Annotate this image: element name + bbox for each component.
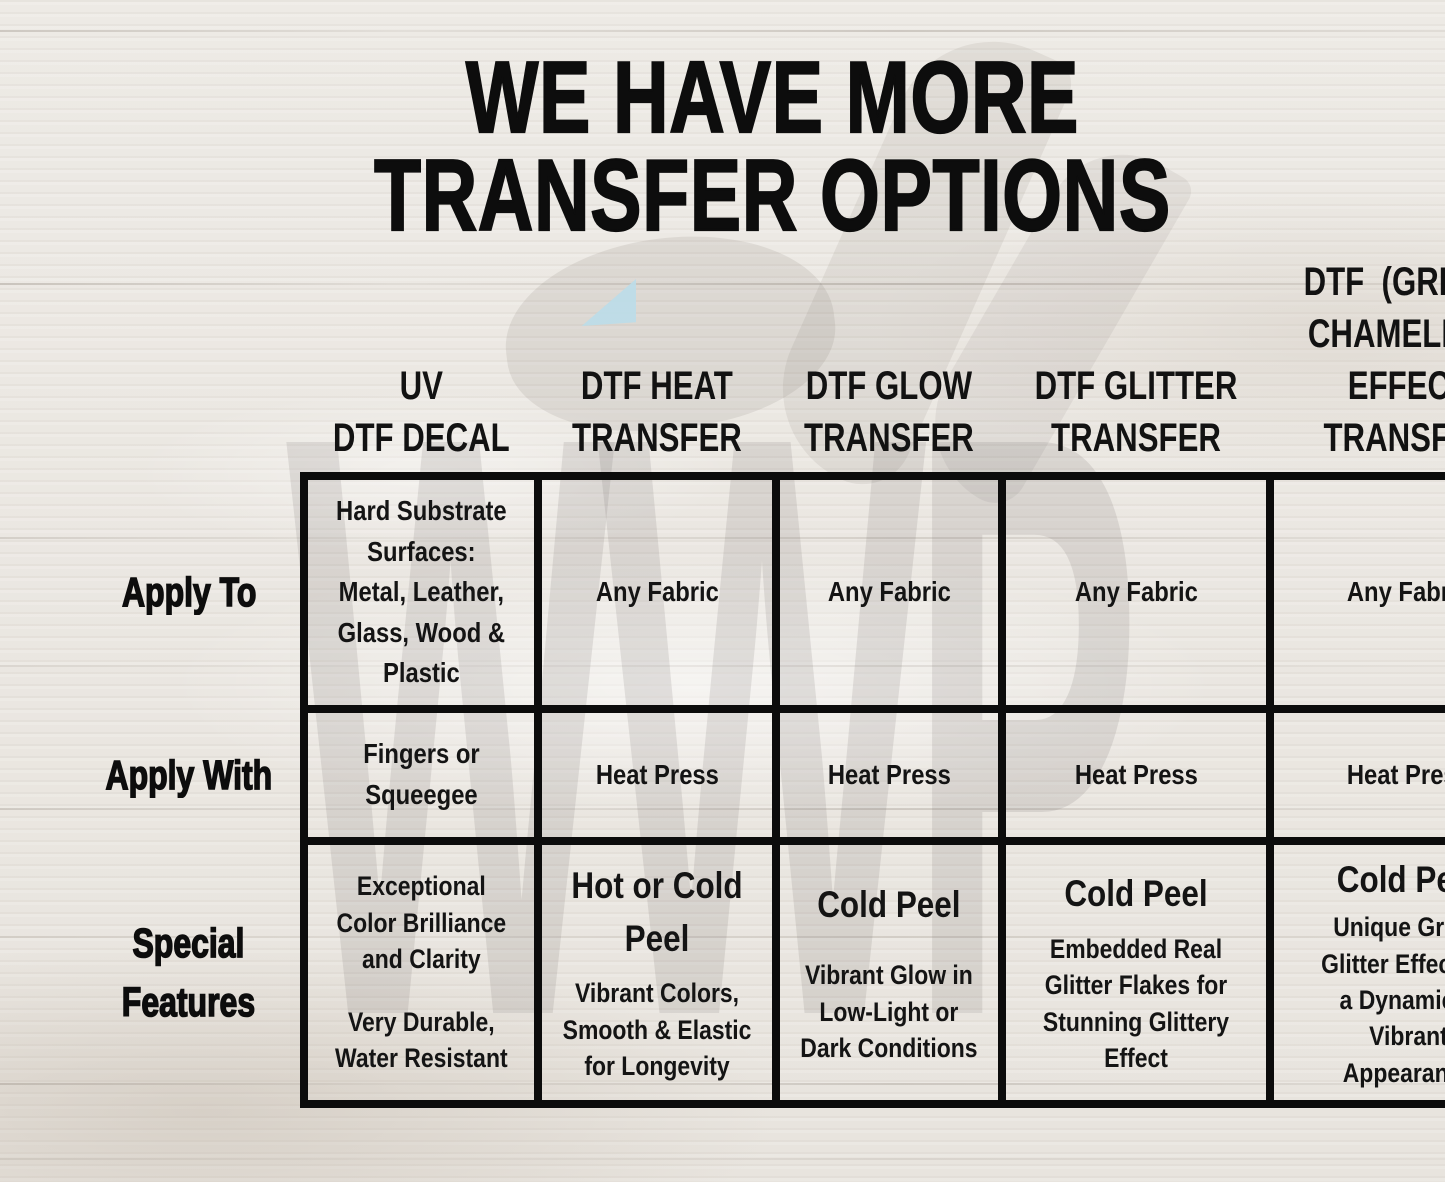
feature-text: Exceptional Color Brilliance and Clarity — [336, 871, 506, 975]
cell-features-uv-dtf: Exceptional Color Brilliance and Clarity… — [299, 837, 543, 1108]
row-label-special-features: Special Features — [122, 919, 257, 1025]
feature-heading: Hot or Cold Peel — [571, 865, 743, 959]
column-header-uv-dtf-decal: UV DTF DECAL — [332, 364, 510, 460]
cell-apply-with-chameleon: Heat Press — [1266, 705, 1445, 845]
row-label-apply-to: Apply To — [121, 569, 257, 617]
plank-seam — [0, 1158, 1445, 1160]
row-label-apply-with: Apply With — [105, 751, 273, 799]
cell-features-chameleon: Cold Peel Unique Green Glitter Effect fo… — [1266, 837, 1445, 1108]
row-apply-to: Apply To Hard Substrate Surfaces: Metal,… — [78, 472, 1445, 713]
cell-apply-to-glow: Any Fabric — [772, 472, 1007, 713]
column-header-dtf-chameleon: DTF (GREEN) CHAMELEON EFFECT TRANSFER — [1303, 260, 1445, 460]
feature-text: Vibrant Glow in Low-Light or Dark Condit… — [800, 960, 978, 1063]
cell-apply-with-heat: Heat Press — [534, 705, 781, 845]
row-apply-with: Apply With Fingers or Squeegee Heat Pres… — [78, 705, 1445, 845]
plank-seam — [0, 30, 1445, 32]
corner-spacer — [78, 248, 304, 476]
cell-apply-to-heat: Any Fabric — [534, 472, 781, 713]
feature-text: Unique Green Glitter Effect for a Dynami… — [1321, 912, 1445, 1088]
page-title: WE HAVE MORE TRANSFER OPTIONS — [100, 42, 1445, 252]
cell-apply-with-uv-dtf: Fingers or Squeegee — [299, 705, 543, 845]
feature-heading: Cold Peel — [1336, 858, 1445, 900]
feature-heading: Cold Peel — [1064, 873, 1208, 915]
comparison-table: UV DTF DECAL DTF HEAT TRANSFER DTF GLOW … — [78, 248, 1445, 1108]
cell-features-glitter: Cold Peel Embedded Real Glitter Flakes f… — [998, 837, 1275, 1108]
cell-apply-to-chameleon: Any Fabric — [1266, 472, 1445, 713]
column-header-dtf-glitter: DTF GLITTER TRANSFER — [1034, 364, 1238, 460]
feature-text: Very Durable, Water Resistant — [334, 1006, 508, 1074]
feature-text: Embedded Real Glitter Flakes for Stunnin… — [1043, 933, 1230, 1074]
column-header-dtf-glow: DTF GLOW TRANSFER — [804, 364, 975, 460]
cell-apply-with-glow: Heat Press — [772, 705, 1007, 845]
cell-apply-to-glitter: Any Fabric — [998, 472, 1275, 713]
title-line-2: TRANSFER OPTIONS — [373, 139, 1171, 252]
feature-heading: Cold Peel — [817, 883, 961, 925]
title-line-1: WE HAVE MORE — [465, 42, 1080, 154]
feature-text: Vibrant Colors, Smooth & Elastic for Lon… — [563, 978, 752, 1082]
column-header-dtf-heat: DTF HEAT TRANSFER — [572, 364, 743, 460]
cell-features-glow: Cold Peel Vibrant Glow in Low-Light or D… — [772, 837, 1007, 1108]
row-special-features: Special Features Exceptional Color Brill… — [78, 837, 1445, 1108]
cell-apply-to-uv-dtf: Hard Substrate Surfaces: Metal, Leather,… — [299, 472, 543, 713]
plank-seam — [0, 283, 1445, 285]
header-row: UV DTF DECAL DTF HEAT TRANSFER DTF GLOW … — [78, 248, 1445, 476]
cell-apply-with-glitter: Heat Press — [998, 705, 1275, 845]
cell-features-heat: Hot or Cold Peel Vibrant Colors, Smooth … — [534, 837, 781, 1108]
